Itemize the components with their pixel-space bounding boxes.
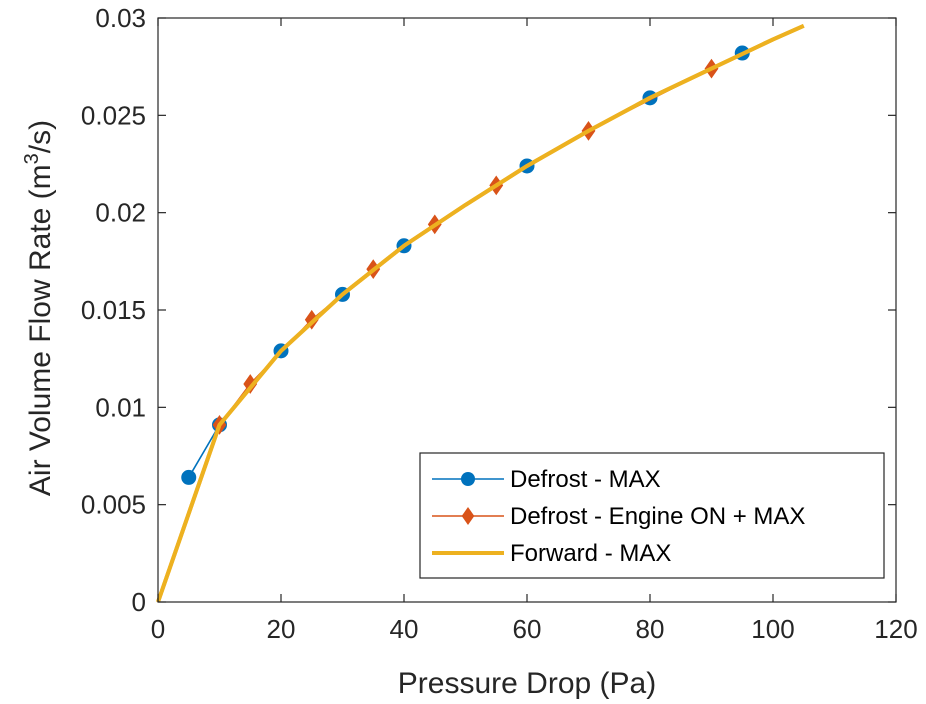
- y-axis-label-unit: /s): [24, 120, 57, 153]
- x-tick-label: 80: [636, 614, 665, 644]
- y-tick-label: 0: [132, 587, 146, 617]
- series-line-overlay: [156, 23, 805, 603]
- legend-label: Forward - MAX: [510, 540, 671, 567]
- y-tick-label: 0.015: [81, 295, 146, 325]
- series-line: [218, 67, 712, 426]
- x-tick-labels: 0 20 40 60 80 100 120: [151, 614, 918, 644]
- series-1: [212, 58, 719, 435]
- x-tick-label: 60: [513, 614, 542, 644]
- legend-swatch-marker: [461, 472, 475, 486]
- x-axis-label: Pressure Drop (Pa): [398, 667, 656, 700]
- y-axis-label-main: Air Volume Flow Rate (m: [24, 164, 57, 496]
- x-tick-label: 100: [751, 614, 794, 644]
- legend-entry: Defrost - Engine ON + MAX: [432, 503, 805, 530]
- legend-swatch-marker: [461, 507, 475, 525]
- y-tick-label: 0.025: [81, 100, 146, 130]
- y-tick-label: 0.005: [81, 490, 146, 520]
- series-0: [181, 45, 750, 485]
- legend-entry: Defrost - MAX: [432, 466, 661, 493]
- x-tick-label: 0: [151, 614, 165, 644]
- y-axis-label-superscript: 3: [21, 153, 43, 164]
- legend-entry: Forward - MAX: [432, 540, 671, 567]
- legend-label: Defrost - MAX: [510, 466, 661, 493]
- x-tick-label: 120: [874, 614, 917, 644]
- data-point: [181, 469, 197, 485]
- plot-area: [156, 23, 805, 603]
- y-tick-label: 0.01: [95, 392, 146, 422]
- y-tick-label: 0.02: [95, 198, 146, 228]
- y-tick-labels: 0 0.005 0.01 0.015 0.02 0.025 0.03: [81, 3, 146, 617]
- series-line: [188, 52, 743, 478]
- legend-label: Defrost - Engine ON + MAX: [510, 503, 805, 530]
- legend: Defrost - MAX Defrost - Engine ON + MAX Fo…: [419, 452, 885, 579]
- x-tick-label: 20: [267, 614, 296, 644]
- y-axis-label: Air Volume Flow Rate (m3/s): [21, 120, 57, 496]
- axes: [157, 17, 897, 603]
- y-tick-label: 0.03: [95, 3, 146, 33]
- x-tick-label: 40: [390, 614, 419, 644]
